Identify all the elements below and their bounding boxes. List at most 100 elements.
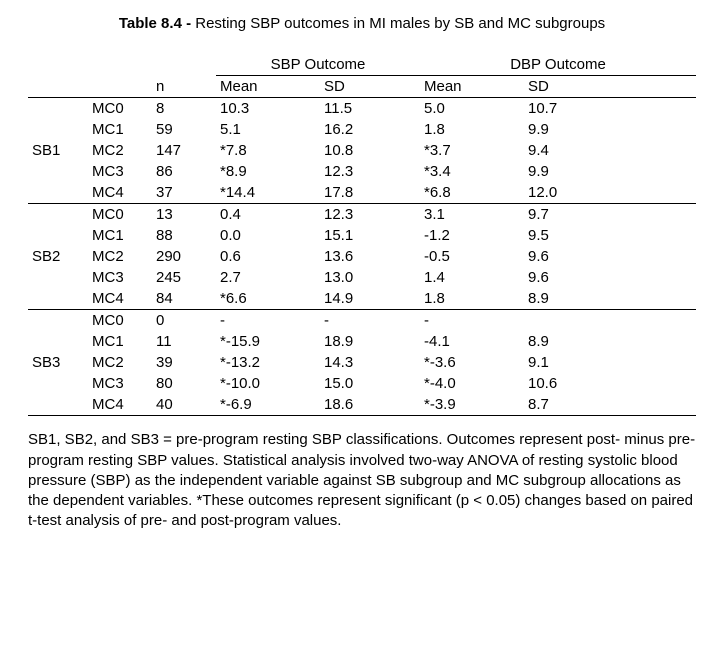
dbp-sd bbox=[524, 310, 696, 332]
mc-label: MC3 bbox=[88, 161, 152, 182]
sbp-mean: *-13.2 bbox=[216, 352, 320, 373]
sb-label bbox=[28, 394, 88, 416]
dbp-mean: *-3.9 bbox=[420, 394, 524, 416]
sb-label bbox=[28, 331, 88, 352]
mc-label: MC4 bbox=[88, 288, 152, 310]
col-sd2: SD bbox=[524, 76, 696, 98]
sbp-sd: 18.6 bbox=[320, 394, 420, 416]
table-row: MC380*-10.015.0*-4.010.6 bbox=[28, 373, 696, 394]
sbp-sd: 15.0 bbox=[320, 373, 420, 394]
sbp-mean: *-6.9 bbox=[216, 394, 320, 416]
sbp-sd: 12.3 bbox=[320, 161, 420, 182]
sbp-mean: - bbox=[216, 310, 320, 332]
mc-label: MC1 bbox=[88, 225, 152, 246]
dbp-mean: -0.5 bbox=[420, 246, 524, 267]
n-value: 13 bbox=[152, 204, 216, 226]
sbp-mean: *-15.9 bbox=[216, 331, 320, 352]
dbp-mean: *-3.6 bbox=[420, 352, 524, 373]
table-title: Resting SBP outcomes in MI males by SB a… bbox=[191, 15, 605, 32]
dbp-sd: 12.0 bbox=[524, 182, 696, 204]
sbp-sd: 16.2 bbox=[320, 119, 420, 140]
sbp-mean: *14.4 bbox=[216, 182, 320, 204]
n-value: 147 bbox=[152, 140, 216, 161]
table-row: SB1MC2147*7.810.8*3.79.4 bbox=[28, 140, 696, 161]
dbp-sd: 9.5 bbox=[524, 225, 696, 246]
table-row: MC386*8.912.3*3.49.9 bbox=[28, 161, 696, 182]
table-row: MC1880.015.1-1.29.5 bbox=[28, 225, 696, 246]
dbp-mean: *-4.0 bbox=[420, 373, 524, 394]
table-row: MC0810.311.55.010.7 bbox=[28, 98, 696, 120]
sbp-sd: 14.3 bbox=[320, 352, 420, 373]
n-value: 80 bbox=[152, 373, 216, 394]
mc-label: MC3 bbox=[88, 373, 152, 394]
dbp-sd: 8.7 bbox=[524, 394, 696, 416]
col-n: n bbox=[152, 76, 216, 98]
table-footnote: SB1, SB2, and SB3 = pre-program resting … bbox=[28, 430, 696, 531]
dbp-sd: 9.6 bbox=[524, 246, 696, 267]
sbp-mean: 0.4 bbox=[216, 204, 320, 226]
sbp-sd: 18.9 bbox=[320, 331, 420, 352]
sb-label bbox=[28, 182, 88, 204]
table-row: MC440*-6.918.6*-3.98.7 bbox=[28, 394, 696, 416]
sb-label bbox=[28, 225, 88, 246]
sbp-sd: 14.9 bbox=[320, 288, 420, 310]
dbp-mean: 1.8 bbox=[420, 119, 524, 140]
dbp-mean: 1.8 bbox=[420, 288, 524, 310]
sbp-sd: 13.6 bbox=[320, 246, 420, 267]
dbp-sd: 9.1 bbox=[524, 352, 696, 373]
dbp-mean: - bbox=[420, 310, 524, 332]
sb-label bbox=[28, 161, 88, 182]
col-mean2: Mean bbox=[420, 76, 524, 98]
dbp-mean: 3.1 bbox=[420, 204, 524, 226]
header-span-row: SBP Outcome DBP Outcome bbox=[28, 54, 696, 76]
sbp-sd: 11.5 bbox=[320, 98, 420, 120]
sbp-mean: *-10.0 bbox=[216, 373, 320, 394]
sb-label bbox=[28, 373, 88, 394]
n-value: 59 bbox=[152, 119, 216, 140]
table-row: MC111*-15.918.9-4.18.9 bbox=[28, 331, 696, 352]
table-row: MC437*14.417.8*6.812.0 bbox=[28, 182, 696, 204]
table-row: MC0130.412.33.19.7 bbox=[28, 204, 696, 226]
dbp-mean: -1.2 bbox=[420, 225, 524, 246]
sb-label: SB2 bbox=[28, 246, 88, 267]
n-value: 84 bbox=[152, 288, 216, 310]
dbp-sd: 9.9 bbox=[524, 119, 696, 140]
sbp-sd: - bbox=[320, 310, 420, 332]
sbp-mean: *8.9 bbox=[216, 161, 320, 182]
sbp-mean: *7.8 bbox=[216, 140, 320, 161]
sbp-outcome-header: SBP Outcome bbox=[216, 54, 420, 76]
sbp-mean: 10.3 bbox=[216, 98, 320, 120]
mc-label: MC2 bbox=[88, 352, 152, 373]
sbp-mean: 0.6 bbox=[216, 246, 320, 267]
dbp-mean: *6.8 bbox=[420, 182, 524, 204]
n-value: 39 bbox=[152, 352, 216, 373]
table-row: MC1595.116.21.89.9 bbox=[28, 119, 696, 140]
table-caption: Table 8.4 - Resting SBP outcomes in MI m… bbox=[28, 14, 696, 34]
sb-label bbox=[28, 310, 88, 332]
mc-label: MC0 bbox=[88, 310, 152, 332]
mc-label: MC0 bbox=[88, 204, 152, 226]
sbp-sd: 13.0 bbox=[320, 267, 420, 288]
sb-label: SB1 bbox=[28, 140, 88, 161]
dbp-sd: 10.6 bbox=[524, 373, 696, 394]
dbp-sd: 8.9 bbox=[524, 288, 696, 310]
sb-label bbox=[28, 267, 88, 288]
n-value: 290 bbox=[152, 246, 216, 267]
col-mean1: Mean bbox=[216, 76, 320, 98]
n-value: 8 bbox=[152, 98, 216, 120]
table-row: MC00--- bbox=[28, 310, 696, 332]
dbp-sd: 8.9 bbox=[524, 331, 696, 352]
dbp-outcome-header: DBP Outcome bbox=[420, 54, 696, 76]
table-row: SB3MC239*-13.214.3*-3.69.1 bbox=[28, 352, 696, 373]
dbp-mean: 1.4 bbox=[420, 267, 524, 288]
n-value: 88 bbox=[152, 225, 216, 246]
mc-label: MC3 bbox=[88, 267, 152, 288]
mc-label: MC2 bbox=[88, 140, 152, 161]
mc-label: MC4 bbox=[88, 394, 152, 416]
mc-label: MC1 bbox=[88, 331, 152, 352]
mc-label: MC4 bbox=[88, 182, 152, 204]
dbp-mean: 5.0 bbox=[420, 98, 524, 120]
col-sd1: SD bbox=[320, 76, 420, 98]
sbp-sd: 17.8 bbox=[320, 182, 420, 204]
sbp-sd: 10.8 bbox=[320, 140, 420, 161]
